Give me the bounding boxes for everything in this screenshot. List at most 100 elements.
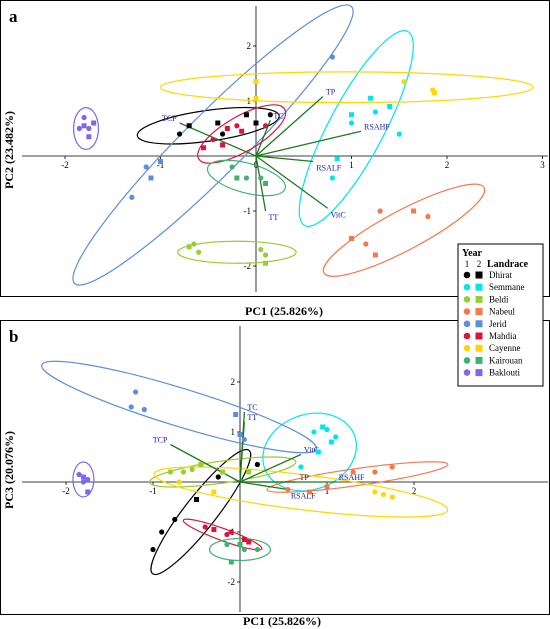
ellipse-semmane (262, 412, 357, 492)
point-semmane-year2 (368, 95, 374, 101)
x-tick-label: 3 (540, 160, 545, 170)
legend-marker-cayenne-year1 (463, 344, 471, 352)
point-semmane-year1 (333, 434, 339, 440)
legend-marker-jerid-year2 (475, 320, 483, 328)
ellipse-beldi (148, 456, 297, 488)
legend-year2: 2 (477, 259, 482, 269)
legend-marker-baklouti-year2 (475, 369, 483, 377)
x-tick-label: 2 (445, 160, 450, 170)
point-cayenne-year1 (176, 479, 182, 485)
legend-frame (457, 243, 544, 387)
point-dhirat-year2 (243, 112, 249, 118)
point-cayenne-year1 (389, 494, 395, 500)
legend-label-mahdia: Mahdia (489, 331, 517, 341)
vector-vitc (239, 453, 302, 483)
point-beldi-year2 (186, 244, 192, 250)
legend-marker-dhirat-year2 (475, 271, 483, 279)
ellipse-semmane (298, 30, 414, 227)
point-mahdia-year2 (220, 142, 226, 148)
point-kairouan-year2 (237, 542, 243, 547)
point-dhirat-year1 (177, 131, 183, 137)
point-nabeul-year2 (307, 489, 313, 495)
panel-b-xlabel: PC1 (25.826%) (243, 614, 321, 628)
point-beldi-year1 (258, 246, 264, 253)
ellipse-mahdia (182, 518, 263, 551)
vector-label-rsahf: RSAHF (339, 473, 365, 482)
point-kairouan-year1 (229, 164, 235, 170)
ellipse-kairouan (206, 159, 286, 197)
point-cayenne-year2 (253, 79, 259, 85)
y-tick-label: 2 (247, 41, 252, 51)
point-beldi-year1 (191, 241, 197, 247)
point-semmane-year2 (315, 449, 321, 455)
point-kairouan-year1 (224, 541, 230, 548)
legend-marker-nabeul-year1 (463, 308, 471, 315)
point-semmane-year2 (334, 156, 340, 162)
point-mahdia-year2 (246, 539, 252, 545)
point-dhirat-year1 (215, 474, 221, 480)
legend-marker-beldi-year2 (475, 295, 483, 303)
vector-label-tt: TT (247, 413, 257, 422)
point-dhirat-year2 (215, 120, 221, 126)
legend-marker-dhirat-year1 (463, 271, 471, 279)
point-mahdia-year1 (202, 524, 208, 530)
point-cayenne-year2 (432, 90, 438, 96)
point-cayenne-year2 (253, 95, 259, 101)
vector-tp (255, 96, 324, 157)
ellipse-cayenne (159, 71, 534, 104)
panel-b-label: b (9, 327, 18, 346)
vector-label-tc: TC (247, 403, 257, 412)
vector-label-tp: TP (300, 473, 310, 482)
point-mahdia-year2 (239, 128, 245, 134)
ellipse-mahdia (197, 104, 287, 164)
vector-tt (255, 155, 267, 212)
vector-label-rsalf: RSALF (316, 164, 341, 173)
panel-a-ylabel: PC2 (23.482%) (2, 111, 16, 189)
x-tick-label: 2 (412, 486, 417, 496)
point-jerid-year1 (241, 436, 247, 443)
x-tick-label: -1 (157, 160, 165, 170)
point-semmane-year1 (298, 464, 304, 470)
point-baklouti-year1 (76, 125, 82, 132)
legend-label-semmane: Semmane (489, 282, 525, 292)
point-baklouti-year2 (86, 134, 92, 140)
ellipse-baklouti (72, 106, 100, 150)
legend-marker-semmane-year1 (463, 283, 471, 291)
legend-label-jerid: Jerid (489, 319, 507, 329)
point-nabeul-year1 (285, 486, 291, 493)
point-mahdia-year1 (234, 123, 240, 129)
y-tick-label: -2 (228, 577, 236, 587)
point-baklouti-year1 (76, 471, 82, 478)
point-jerid-year2 (158, 159, 163, 164)
legend-label-cayenne: Cayenne (489, 343, 521, 353)
legend-marker-baklouti-year1 (463, 369, 471, 376)
legend-marker-semmane-year2 (475, 283, 483, 291)
point-beldi-year2 (246, 469, 252, 475)
ellipse-dhirat (136, 106, 280, 145)
point-beldi-year1 (180, 469, 187, 475)
legend-title: Year (462, 248, 483, 259)
legend-marker-cayenne-year2 (475, 344, 483, 352)
point-baklouti-year1 (81, 114, 87, 121)
vector-label-tcp: TCP (162, 114, 177, 123)
point-semmane-year2 (387, 104, 393, 109)
point-beldi-year1 (167, 469, 173, 475)
vector-tcp (179, 122, 257, 157)
legend-label-baklouti: Baklouti (489, 368, 520, 378)
point-dhirat-year1 (219, 131, 226, 137)
x-tick-label: -2 (61, 160, 69, 170)
panel-a-label: a (9, 7, 18, 26)
legend-marker-mahdia-year1 (463, 332, 471, 340)
y-tick-label: 2 (231, 377, 236, 387)
point-jerid-year1 (143, 164, 149, 170)
point-nabeul-year1 (377, 208, 383, 214)
vector-label-rsahf: RSAHF (364, 122, 390, 131)
point-mahdia-year1 (210, 136, 216, 143)
point-mahdia-year2 (211, 527, 217, 532)
y-tick-label: 1 (247, 96, 252, 106)
point-baklouti-year2 (81, 123, 87, 129)
point-nabeul-year2 (349, 236, 354, 241)
vector-label-tcp: TCP (153, 436, 168, 445)
point-dhirat-year1 (267, 112, 273, 118)
